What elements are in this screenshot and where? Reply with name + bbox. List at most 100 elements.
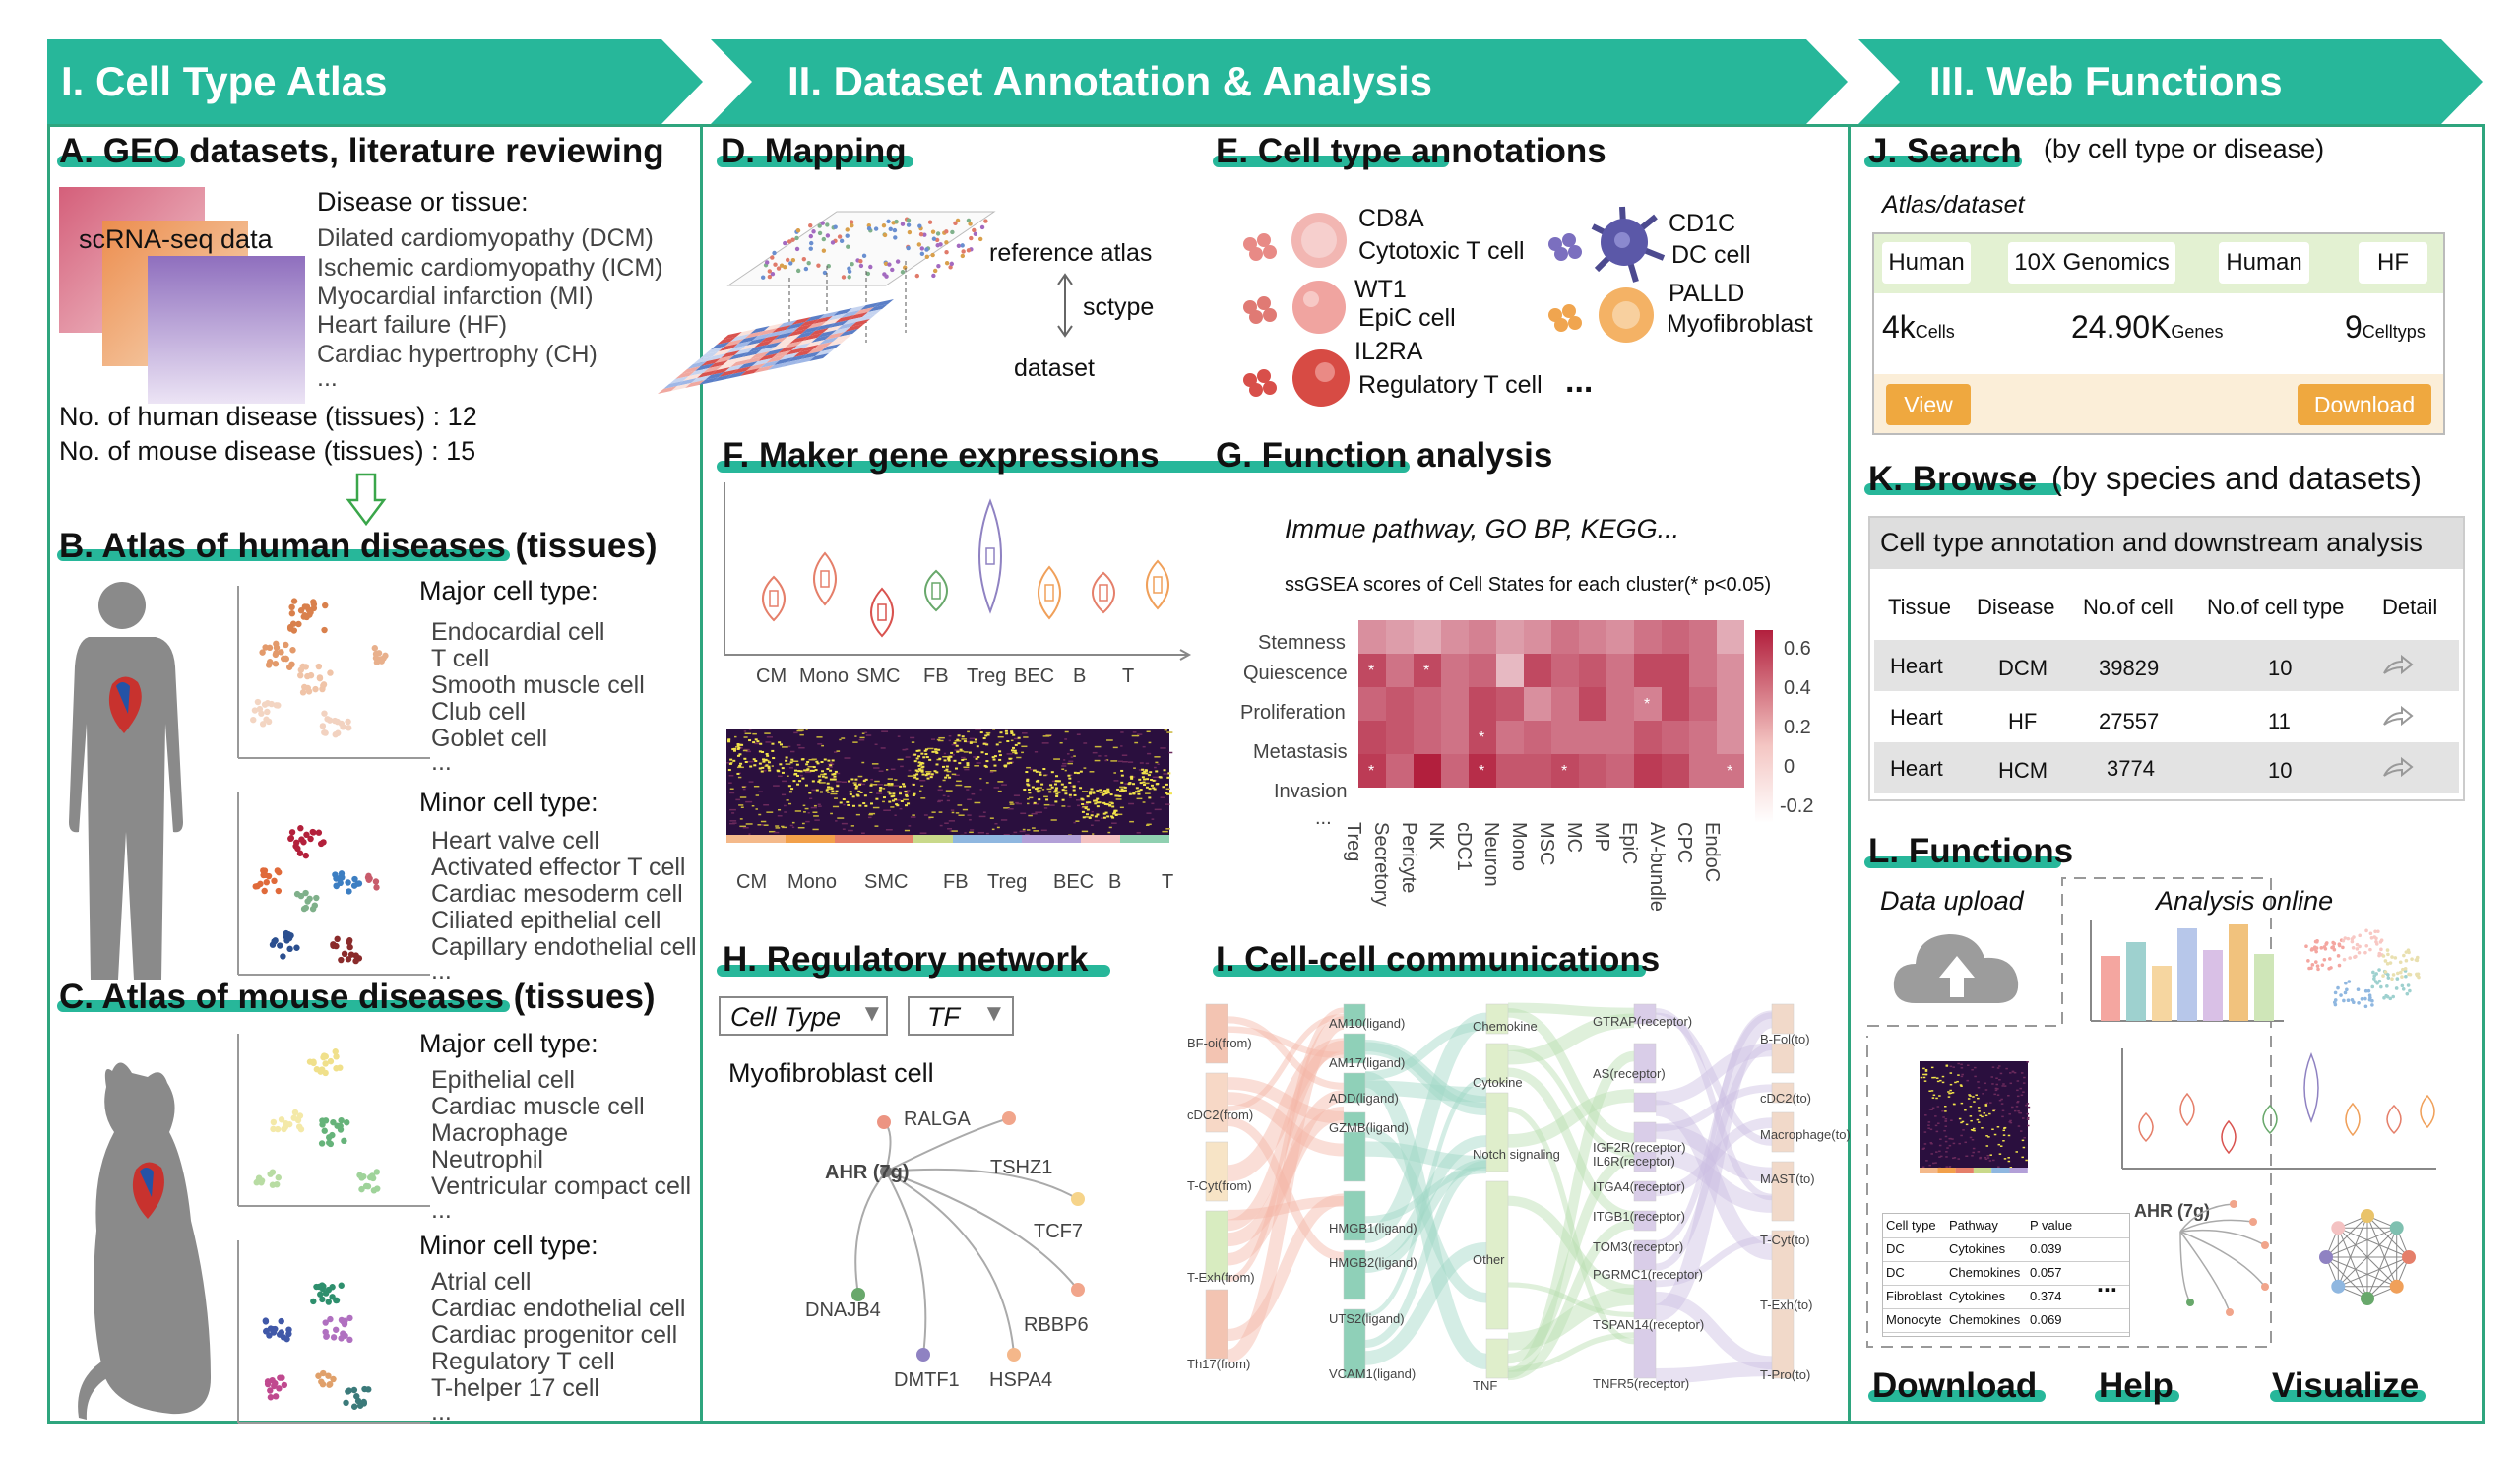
download-button[interactable]: Download: [2298, 384, 2431, 425]
select-value: Cell Type: [730, 1002, 842, 1032]
heatmap-cell: [1717, 687, 1744, 721]
column-label: Treg: [1343, 822, 1364, 862]
share-arrow-icon[interactable]: [2382, 756, 2414, 780]
mini-heat-cell: [1985, 1102, 1988, 1105]
dataset-cell: [669, 376, 689, 384]
sankey-flow: [1507, 1089, 1635, 1148]
heatmap-cell: [1120, 769, 1124, 772]
heatmap-cell: [1119, 790, 1123, 792]
heatmap-cell: [982, 742, 986, 745]
cell-disease: HCM: [1998, 758, 2048, 783]
heatmap-cell: [820, 760, 824, 763]
heatmap-cell: [976, 756, 980, 759]
umap-point: [333, 1065, 340, 1072]
heatmap-cell: [1145, 786, 1149, 789]
heatmap-cell: [812, 828, 819, 831]
heading-underline: [57, 156, 185, 167]
mini-heat-cell: [1984, 1105, 1988, 1107]
reference-point: [808, 246, 813, 251]
umap-point: [289, 647, 296, 654]
browse-table: Cell type annotation and downstream anal…: [1868, 516, 2465, 801]
column-header: No.of cell: [2083, 595, 2174, 619]
mini-heat-cell: [1932, 1162, 1935, 1165]
heatmap-cell: [809, 769, 813, 772]
mini-table-cell: Cytokines: [1949, 1241, 2006, 1256]
chip-disease[interactable]: HF: [2359, 242, 2427, 284]
heatmap-cell: [829, 769, 833, 772]
heatmap-cell: [729, 808, 736, 811]
cell-type-select[interactable]: Cell Type ▼: [719, 996, 888, 1036]
umap-point: [315, 829, 323, 836]
heatmap-cell: [1579, 687, 1606, 721]
heatmap-cell: [842, 798, 846, 801]
heatmap-cell: [922, 756, 926, 759]
heatmap-cell: [1069, 796, 1072, 798]
mini-umap-point: [2415, 972, 2419, 977]
dataset-cell: [689, 368, 709, 376]
heatmap-cell: [1096, 805, 1100, 808]
heatmap-cell: [1606, 620, 1634, 654]
table-row[interactable]: [1874, 640, 2459, 691]
table-row[interactable]: [1874, 742, 2459, 793]
share-arrow-icon[interactable]: [2382, 705, 2414, 728]
chip-species[interactable]: Human: [2219, 242, 2309, 284]
tf-select[interactable]: TF ▼: [908, 996, 1014, 1036]
sankey-flow: [1227, 1090, 1345, 1266]
mini-heat-cell: [1922, 1166, 1925, 1169]
disease-item: ...: [317, 364, 338, 392]
download-link[interactable]: Download: [1872, 1366, 2038, 1405]
reference-point: [888, 226, 893, 232]
heatmap-cell: [1068, 781, 1072, 784]
mini-umap-point: [2331, 945, 2336, 949]
section-f-title: F. Maker gene expressions: [723, 436, 1160, 475]
heatmap-cell: [961, 756, 966, 759]
visualize-link[interactable]: Visualize: [2272, 1366, 2420, 1405]
sankey-flow: [1364, 1042, 1487, 1116]
chip-species[interactable]: Human: [1882, 242, 1971, 284]
heatmap-cell: [997, 735, 1004, 738]
heatmap-cell: [1048, 791, 1052, 793]
sankey-label: HMGB1(ligand): [1329, 1221, 1418, 1235]
heatmap-cell: [882, 796, 886, 799]
heatmap-cell: [915, 773, 919, 776]
chip-platform[interactable]: 10X Genomics: [2008, 242, 2175, 284]
umap-point: [283, 929, 289, 937]
heatmap-cell: [739, 818, 743, 820]
umap-point: [319, 685, 326, 693]
heatmap-cell: [957, 804, 963, 806]
violin-shape: [813, 551, 837, 606]
heatmap-cell: [1132, 731, 1137, 733]
heatmap-cell: [1132, 783, 1136, 786]
mini-heat-cell: [1944, 1120, 1948, 1122]
share-arrow-icon[interactable]: [2382, 654, 2414, 677]
heatmap-cell: [1096, 801, 1100, 804]
heatmap-cell: [793, 773, 797, 776]
mini-heat-cell: [1953, 1157, 1957, 1159]
sankey-label: AM10(ligand): [1329, 1016, 1406, 1031]
heading-underline: [57, 549, 510, 561]
dataset-cell: [813, 342, 833, 349]
heatmap-cell: [1094, 745, 1102, 748]
heatmap-cell: [1524, 754, 1551, 788]
heatmap-cell: [1105, 803, 1109, 806]
mini-heat-cell: [2026, 1061, 2029, 1063]
heatmap-cell: [748, 833, 751, 835]
cloud-upload-icon[interactable]: [1888, 920, 2026, 1019]
heatmap-cell: [1113, 809, 1117, 812]
view-button[interactable]: View: [1886, 384, 1971, 425]
mini-heat-cell: [1986, 1154, 1990, 1157]
human-major-item: Endocardial cell: [431, 618, 605, 646]
heatmap-cell: [775, 825, 780, 827]
heatmap-cell: [989, 771, 994, 773]
heatmap-cell: [924, 748, 928, 751]
heatmap-cell: [1026, 783, 1030, 786]
heatmap-cell: [762, 760, 766, 763]
heatmap-cell: [904, 829, 911, 832]
mini-umap-point: [2401, 967, 2405, 972]
help-link[interactable]: Help: [2099, 1366, 2174, 1405]
heatmap-cell: [1606, 754, 1634, 788]
heatmap-cell: [1039, 773, 1042, 776]
heatmap-cell: [951, 743, 958, 746]
heatmap-cell: [849, 792, 852, 795]
cluster-bar: [1022, 835, 1081, 843]
